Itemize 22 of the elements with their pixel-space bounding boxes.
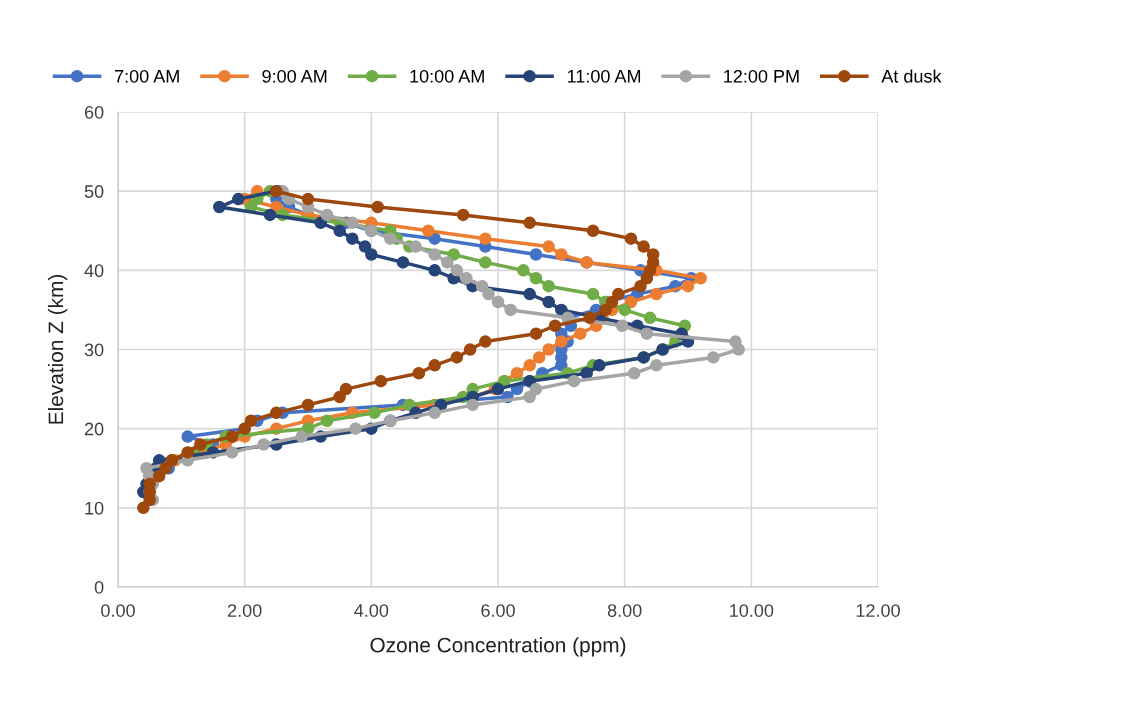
y-tick-label: 40 [84, 264, 104, 278]
x-tick-label: 0.00 [101, 604, 135, 617]
legend-label: 7:00 AM [114, 69, 179, 83]
legend-label: 11:00 AM [567, 69, 641, 83]
x-tick-label: 8.00 [607, 604, 642, 617]
x-axis-title: Ozone Concentration (ppm) [370, 637, 626, 657]
legend-label: 12:00 PM [724, 69, 799, 83]
y-tick-label: 50 [84, 185, 104, 198]
y-tick-label: 10 [85, 501, 104, 515]
y-tick-label: 30 [84, 343, 104, 357]
legend-label: 9:00 AM [262, 69, 327, 83]
y-axis-title: Elevation Z (km) [47, 274, 68, 424]
y-tick-label: 60 [84, 105, 104, 119]
x-tick-label: 4.00 [354, 604, 389, 617]
y-tick-label: 20 [84, 422, 104, 436]
x-tick-label: 12.00 [856, 604, 900, 617]
legend-label: 10:00 AM [410, 69, 484, 83]
x-tick-label: 10.00 [730, 604, 774, 617]
x-tick-label: 6.00 [481, 604, 515, 617]
legend-label: At dusk [881, 69, 942, 83]
x-tick-label: 2.00 [228, 604, 262, 617]
y-tick-label: 0 [94, 580, 104, 594]
